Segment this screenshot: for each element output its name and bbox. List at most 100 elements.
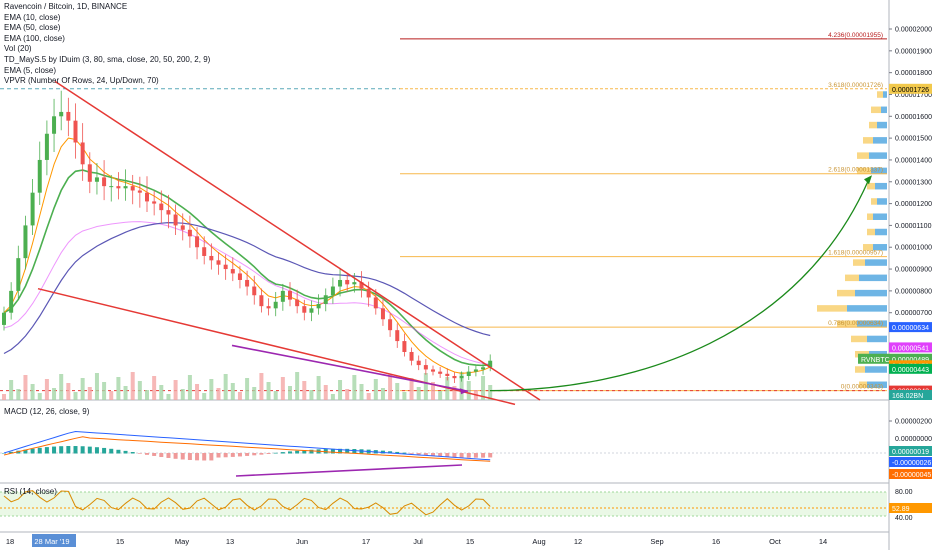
- candle-body[interactable]: [130, 186, 135, 191]
- time-tick-label[interactable]: 18: [6, 537, 14, 546]
- price-axes[interactable]: 0.00002000 0.00001900 0.00001800 0.00001700…: [858, 27, 932, 522]
- candle-body[interactable]: [123, 186, 128, 189]
- legend-symbol[interactable]: Ravencoin / Bitcoin, 1D, BINANCE: [4, 2, 128, 11]
- candle-body[interactable]: [202, 247, 207, 256]
- macd-pane[interactable]: [0, 430, 887, 477]
- candle-body[interactable]: [395, 330, 400, 342]
- price-badge[interactable]: [889, 390, 932, 400]
- candle-body[interactable]: [2, 312, 6, 325]
- candle-body[interactable]: [466, 371, 471, 376]
- candle-body[interactable]: [16, 258, 21, 291]
- candle-body[interactable]: [223, 264, 228, 270]
- candle-body[interactable]: [237, 273, 242, 280]
- time-tick-label[interactable]: 13: [226, 537, 234, 546]
- rsi-label[interactable]: RSI (14, close): [4, 487, 57, 496]
- price-badge[interactable]: [889, 363, 932, 374]
- legend-td-indicator[interactable]: TD_MayS.5 by IDuim (3, 80, sma, close, 2…: [4, 54, 211, 64]
- candle-body[interactable]: [302, 306, 307, 313]
- candle-body[interactable]: [159, 203, 164, 211]
- candle-body[interactable]: [9, 290, 14, 313]
- legend-ema100[interactable]: EMA (100, close): [4, 33, 65, 43]
- candle-body[interactable]: [402, 341, 407, 352]
- candle-body[interactable]: [44, 133, 49, 160]
- candle-body[interactable]: [366, 288, 371, 298]
- time-tick-label[interactable]: 16: [712, 537, 720, 546]
- candle-body[interactable]: [73, 120, 78, 143]
- candle-body[interactable]: [252, 286, 257, 296]
- legend-ema5[interactable]: EMA (5, close): [4, 65, 57, 75]
- legend-ema10[interactable]: EMA (10, close): [4, 12, 61, 22]
- candle-body[interactable]: [116, 186, 121, 189]
- candle-body[interactable]: [109, 186, 114, 188]
- candle-body[interactable]: [481, 367, 486, 370]
- candle-body[interactable]: [338, 279, 343, 287]
- candle-body[interactable]: [187, 229, 192, 237]
- price-candles[interactable]: [2, 90, 493, 383]
- candle-body[interactable]: [52, 116, 57, 134]
- legend-vpvr[interactable]: VPVR (Number Of Rows, 24, Up/Down, 70): [4, 76, 159, 86]
- candle-body[interactable]: [37, 159, 42, 193]
- candle-body[interactable]: [245, 279, 250, 287]
- time-tick-label[interactable]: 12: [574, 537, 582, 546]
- candle-body[interactable]: [145, 192, 149, 202]
- time-tick-label[interactable]: 14: [819, 537, 827, 546]
- candle-body[interactable]: [180, 225, 185, 230]
- price-badge[interactable]: [889, 342, 932, 353]
- candle-body[interactable]: [152, 201, 157, 204]
- candle-body[interactable]: [280, 290, 285, 302]
- legend-ema50[interactable]: EMA (50, close): [4, 23, 61, 33]
- candle-body[interactable]: [452, 375, 457, 379]
- ema10-line[interactable]: [3, 169, 491, 367]
- candle-body[interactable]: [80, 142, 85, 165]
- candle-body[interactable]: [30, 192, 35, 226]
- time-tick-label[interactable]: Jun: [296, 537, 308, 546]
- symbol-tag[interactable]: [858, 353, 889, 364]
- candle-body[interactable]: [94, 177, 99, 182]
- rsi-pane[interactable]: [0, 490, 887, 517]
- candle-body[interactable]: [216, 260, 221, 265]
- rsi-badge[interactable]: [889, 503, 932, 513]
- macd-signal-line[interactable]: [3, 436, 491, 462]
- time-axis[interactable]: 18 28 Mar '19 15 May 13 Jun 17 Jul 15 Aug 12 Sep 16 O…: [6, 534, 827, 547]
- price-badge[interactable]: [889, 353, 932, 364]
- time-tick-label[interactable]: Aug: [532, 537, 545, 546]
- candle-body[interactable]: [295, 299, 300, 307]
- candle-body[interactable]: [438, 371, 443, 374]
- candle-body[interactable]: [23, 225, 28, 259]
- candle-body[interactable]: [195, 236, 200, 248]
- price-badge[interactable]: [889, 322, 932, 333]
- candle-body[interactable]: [66, 111, 71, 121]
- candle-body[interactable]: [87, 164, 92, 182]
- candle-body[interactable]: [309, 308, 314, 313]
- candle-body[interactable]: [102, 177, 107, 187]
- candle-body[interactable]: [230, 269, 235, 274]
- candle-body[interactable]: [416, 360, 421, 366]
- candle-body[interactable]: [345, 279, 350, 285]
- wedge-upper-trendline[interactable]: [54, 80, 541, 401]
- candle-body[interactable]: [409, 351, 414, 361]
- time-tick-label[interactable]: 28 Mar '19: [34, 537, 69, 546]
- price-divergence-line[interactable]: [231, 344, 469, 393]
- legend-volume[interactable]: Vol (20): [4, 44, 32, 54]
- candle-body[interactable]: [488, 360, 493, 368]
- candle-body[interactable]: [380, 308, 385, 320]
- macd-divergence-line[interactable]: [235, 464, 463, 477]
- macd-badge[interactable]: [889, 469, 932, 479]
- candle-body[interactable]: [209, 255, 214, 261]
- macd-label[interactable]: MACD (12, 26, close, 9): [4, 407, 90, 416]
- time-tick-label[interactable]: 15: [116, 537, 124, 546]
- ema100-line[interactable]: [3, 221, 491, 355]
- candle-body[interactable]: [473, 369, 478, 372]
- trend-drawings[interactable]: [37, 80, 872, 406]
- candle-body[interactable]: [423, 365, 428, 370]
- candle-body[interactable]: [330, 286, 335, 296]
- ema50-line[interactable]: [3, 221, 491, 365]
- macd-badge[interactable]: [889, 446, 932, 456]
- candle-body[interactable]: [316, 303, 321, 309]
- macd-line[interactable]: [3, 430, 491, 461]
- projection-curve[interactable]: [489, 180, 869, 392]
- candle-body[interactable]: [323, 295, 328, 304]
- candle-body[interactable]: [352, 282, 357, 285]
- candle-body[interactable]: [137, 190, 142, 193]
